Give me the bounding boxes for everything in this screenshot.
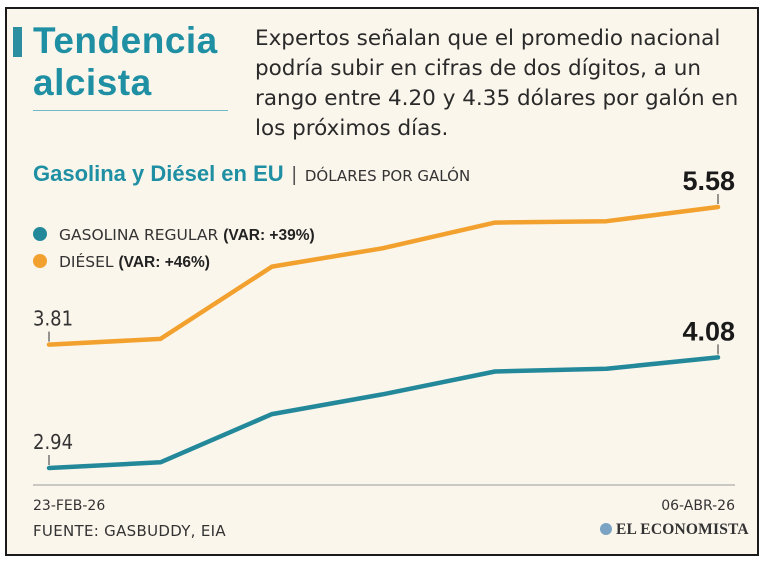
publisher-logo: EL ECONOMISTA — [600, 521, 749, 539]
point-diesel-4 — [493, 221, 497, 225]
legend-item-diesel: DIÉSEL (VAR: +46%) — [33, 249, 315, 276]
legend-var-diesel: (VAR: +46%) — [118, 254, 210, 271]
end-label-gasolina: 4.08 — [682, 316, 735, 346]
x-end-label: 06-ABR-26 — [661, 498, 735, 514]
point-diesel-5 — [605, 219, 608, 223]
chart-unit: DÓLARES POR GALÓN — [304, 167, 471, 185]
point-gasolina-3 — [382, 392, 385, 396]
logo-text: EL ECONOMISTA — [616, 521, 749, 538]
chart-heading: Gasolina y Diésel en EU | DÓLARES POR GALÓ… — [33, 160, 493, 190]
point-diesel-2 — [270, 265, 274, 269]
legend: GASOLINA REGULAR (VAR: +39%) DIÉSEL (VAR… — [33, 222, 315, 276]
headline: Tendencia alcista — [33, 20, 233, 104]
x-start-label: 23-FEB-26 — [33, 498, 105, 514]
point-gasolina-0 — [47, 466, 51, 470]
legend-label-diesel: DIÉSEL — [59, 253, 114, 271]
point-diesel-3 — [382, 246, 385, 250]
chart-title: Gasolina y Diésel en EU — [33, 161, 284, 186]
point-gasolina-4 — [493, 370, 497, 373]
point-diesel-6 — [716, 205, 720, 209]
legend-label-gasolina: GASOLINA REGULAR — [59, 226, 219, 244]
logo-mark-icon — [600, 523, 612, 535]
point-gasolina-2 — [270, 412, 274, 416]
legend-item-gasolina: GASOLINA REGULAR (VAR: +39%) — [33, 222, 315, 249]
point-gasolina-6 — [716, 355, 720, 359]
end-label-diesel: 5.58 — [682, 166, 735, 196]
headline-line1: Tendencia — [33, 20, 218, 61]
legend-dot-gasolina — [33, 227, 47, 241]
headline-rule — [33, 110, 228, 111]
title-accent-bar — [13, 27, 22, 57]
legend-var-gasolina: (VAR: +39%) — [223, 227, 315, 244]
title-separator: | — [291, 164, 297, 186]
series-line-diesel — [46, 204, 721, 347]
point-gasolina-5 — [605, 367, 608, 371]
point-diesel-1 — [159, 337, 162, 341]
source-note: FUENTE: GASBUDDY, EIA — [33, 522, 226, 540]
series-line-gasolina — [46, 355, 721, 471]
legend-dot-diesel — [33, 254, 47, 268]
point-diesel-0 — [47, 343, 51, 347]
start-label-diesel: 3.81 — [33, 307, 73, 331]
point-gasolina-1 — [159, 460, 162, 464]
intro-text: Expertos señalan que el promedio naciona… — [255, 26, 739, 141]
headline-line2: alcista — [33, 62, 152, 103]
start-label-gasolina: 2.94 — [33, 430, 73, 454]
